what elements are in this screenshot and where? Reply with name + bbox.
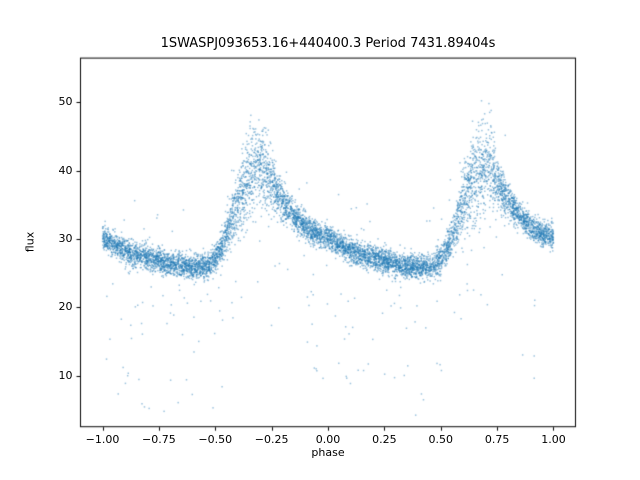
- x-tick-label: −0.25: [254, 433, 289, 446]
- x-tick-label: 0.25: [372, 433, 397, 446]
- y-tick-label: 40: [58, 163, 73, 177]
- y-tick-label: 10: [58, 368, 73, 382]
- x-tick-label: 0.50: [428, 433, 453, 446]
- x-axis-label: phase: [311, 446, 345, 459]
- x-tick-label: 1.00: [541, 433, 566, 446]
- x-tick-label: −0.75: [142, 433, 176, 446]
- y-tick-label: 20: [58, 300, 73, 314]
- chart-title: 1SWASPJ093653.16+440400.3 Period 7431.89…: [160, 36, 496, 51]
- x-tick-label: −1.00: [85, 433, 120, 446]
- x-tick-label: −0.50: [198, 433, 233, 446]
- x-tick-label: 0.00: [315, 433, 341, 446]
- y-tick-label: 50: [58, 95, 73, 109]
- y-tick-label: 30: [58, 231, 73, 245]
- x-tick-label: 0.75: [484, 433, 510, 446]
